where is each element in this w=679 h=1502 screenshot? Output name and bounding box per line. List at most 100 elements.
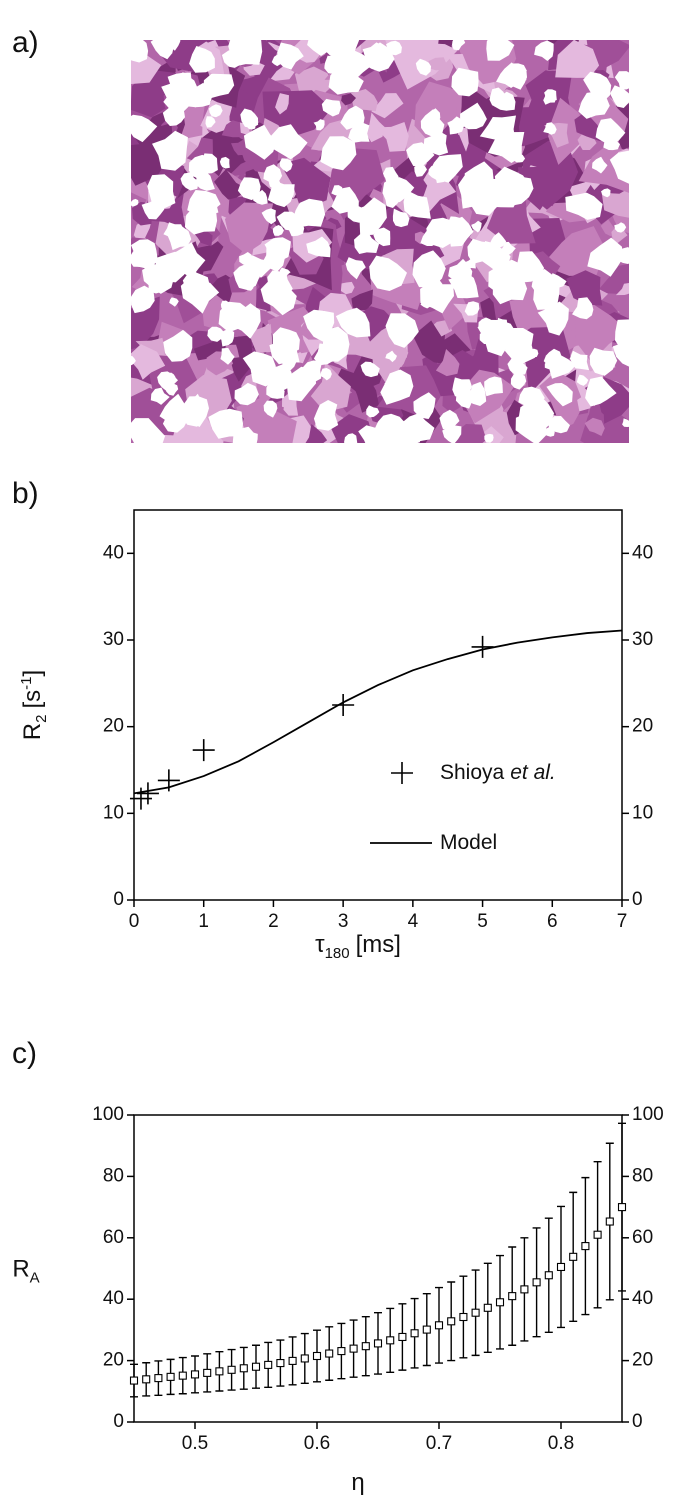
air-space	[266, 274, 293, 304]
air-space	[219, 328, 235, 347]
air-space	[306, 236, 331, 258]
air-space	[382, 177, 415, 204]
air-space	[543, 91, 557, 105]
air-space	[344, 433, 358, 443]
air-space	[465, 257, 476, 269]
tissue-blob	[221, 120, 242, 138]
air-space	[427, 108, 441, 128]
plot-frame	[133, 509, 623, 901]
air-space	[385, 313, 419, 348]
air-space	[518, 386, 545, 408]
data-point	[300, 1354, 309, 1363]
data-point	[605, 1217, 614, 1226]
air-space	[277, 42, 304, 70]
tissue-blob	[438, 40, 452, 48]
air-space	[200, 153, 218, 174]
air-space	[595, 118, 626, 145]
air-space	[471, 220, 482, 233]
axis-subscript: A	[30, 1270, 40, 1287]
tissue-blob	[518, 166, 565, 211]
data-point	[386, 1336, 395, 1345]
air-space	[507, 358, 528, 376]
air-space	[543, 348, 563, 368]
air-space	[515, 406, 547, 443]
air-space	[423, 131, 449, 156]
air-space	[534, 40, 554, 61]
air-space	[460, 102, 487, 130]
tissue-blob	[584, 417, 605, 436]
air-space	[543, 122, 557, 135]
air-space	[131, 243, 154, 267]
x-tick-label: 4	[408, 911, 419, 932]
data-point	[471, 1308, 480, 1317]
tissue-blob	[280, 157, 331, 211]
tissue-blob	[566, 270, 603, 306]
data-point	[447, 1317, 456, 1326]
x-tick-label: 0.7	[426, 1433, 452, 1454]
air-space	[492, 271, 528, 305]
tissue-blob	[275, 93, 289, 115]
x-tick-label: 2	[268, 911, 279, 932]
tissue-blob	[375, 122, 409, 152]
axis-label: RA	[12, 1256, 39, 1287]
data-point	[276, 1359, 285, 1368]
data-point	[373, 1339, 383, 1348]
air-space	[578, 91, 610, 119]
air-space	[618, 323, 629, 335]
axis-label: R2 [s-1]	[18, 670, 50, 740]
air-space	[272, 327, 300, 354]
air-space	[424, 275, 443, 292]
data-point	[593, 1230, 602, 1239]
tissue-blob	[428, 57, 448, 71]
air-space	[548, 416, 570, 434]
data-point	[532, 1278, 541, 1287]
tissue-blob	[224, 202, 274, 254]
tissue-blob	[595, 263, 629, 295]
data-point	[215, 1367, 224, 1376]
axis-unit: ]	[19, 670, 46, 677]
air-space	[486, 40, 515, 61]
air-space	[622, 418, 629, 427]
tissue-blob	[548, 97, 587, 165]
air-space	[169, 297, 179, 307]
air-space	[253, 189, 268, 205]
legend-label: Shioya et al.	[440, 761, 556, 784]
air-space	[360, 361, 380, 378]
y-tick-label: 30	[103, 629, 124, 650]
x-tick-label: 0.6	[304, 1433, 330, 1454]
air-space	[220, 300, 230, 312]
y-tick-label: 40	[103, 542, 124, 563]
air-space	[266, 380, 285, 399]
tissue-blob	[575, 303, 629, 363]
air-space	[141, 432, 162, 443]
tissue-blob	[340, 281, 355, 295]
data-point	[337, 1347, 346, 1356]
axis-symbol: η	[351, 1469, 364, 1496]
data-point	[203, 1368, 212, 1377]
air-space	[386, 40, 402, 56]
data-point	[190, 1370, 200, 1379]
air-space	[369, 255, 407, 291]
air-space	[610, 85, 629, 108]
air-space	[451, 67, 479, 97]
cross-marker	[332, 694, 355, 716]
data-point	[495, 1298, 505, 1307]
y-tick-label: 40	[103, 1288, 124, 1309]
y-tick-label-right: 20	[632, 1350, 653, 1371]
air-space	[131, 355, 136, 366]
air-space	[489, 87, 506, 109]
air-space	[546, 383, 573, 407]
air-space	[150, 387, 170, 405]
air-space	[270, 124, 308, 160]
data-point	[422, 1325, 431, 1334]
data-point	[434, 1321, 444, 1330]
air-space	[392, 421, 423, 443]
y-tick-label: 0	[113, 1411, 124, 1432]
data-point	[239, 1364, 248, 1373]
axis-symbol: R	[19, 723, 46, 740]
air-space	[442, 425, 462, 443]
air-space	[321, 98, 342, 117]
tissue-blob	[341, 93, 356, 106]
